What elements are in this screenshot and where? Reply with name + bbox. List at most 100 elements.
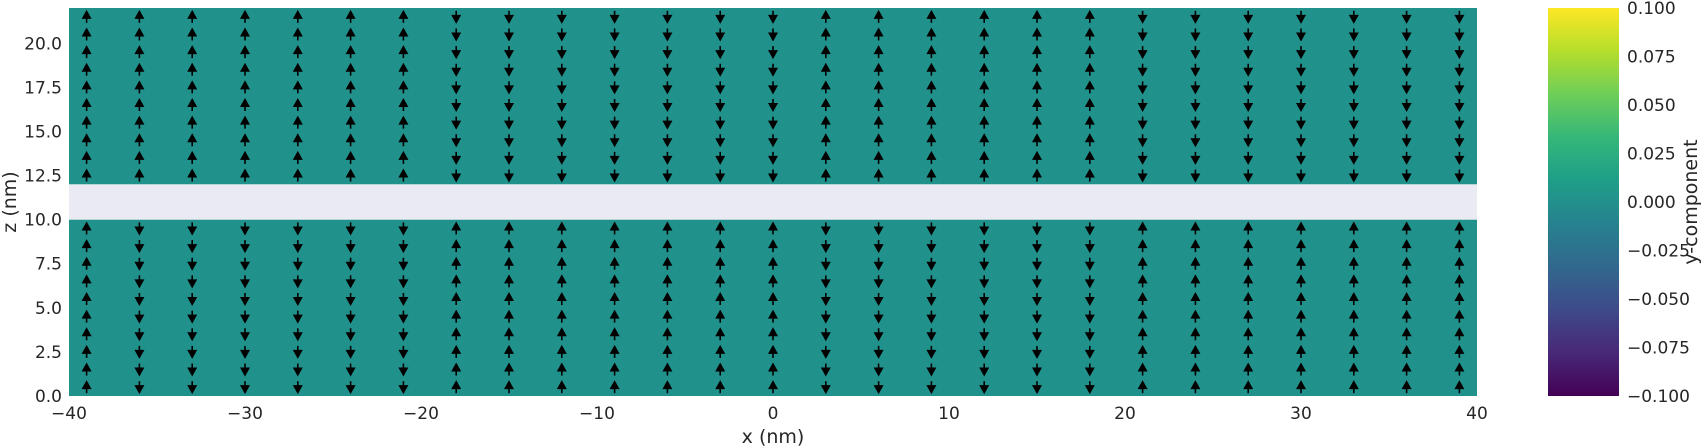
arrow-head (1032, 367, 1042, 377)
arrow-head (292, 168, 303, 178)
arrow-head (715, 138, 726, 148)
arrow (1032, 150, 1042, 164)
arrow-head (81, 115, 92, 125)
arrow-head (1190, 221, 1201, 231)
arrow (134, 310, 145, 324)
arrow-head (292, 244, 303, 254)
arrow (345, 133, 356, 147)
arrow-head (187, 385, 198, 395)
arrow (662, 221, 673, 235)
arrow (1401, 99, 1412, 112)
y-tick-label: 0.0 (35, 387, 62, 407)
arrow-head (81, 327, 92, 337)
arrow (1190, 274, 1201, 288)
arrow (451, 10, 462, 24)
arrow (451, 239, 462, 253)
arrow (820, 222, 831, 236)
arrow (1032, 240, 1042, 254)
arrow (1348, 380, 1359, 394)
arrow (1454, 99, 1465, 112)
arrow-head (187, 150, 198, 160)
arrow (768, 169, 778, 183)
arrow (556, 116, 567, 130)
arrow (1296, 169, 1306, 183)
arrow (1032, 275, 1042, 289)
x-tick-label: 40 (1466, 404, 1488, 424)
arrow (1401, 63, 1412, 77)
arrow-head (926, 9, 937, 19)
arrow (1084, 275, 1095, 289)
arrow (81, 27, 92, 41)
arrow (81, 168, 92, 182)
arrow-head (662, 221, 673, 231)
arrow (768, 63, 778, 77)
arrow (1190, 151, 1201, 165)
arrow-head (345, 244, 356, 254)
arrow (1032, 115, 1042, 129)
arrow (1454, 344, 1465, 358)
arrow-head (820, 150, 831, 160)
arrow (398, 222, 409, 236)
arrow-head (240, 385, 250, 395)
arrow-head (187, 168, 198, 178)
arrow (1401, 380, 1412, 394)
arrow (1032, 345, 1042, 359)
arrow (609, 151, 620, 165)
arrow (81, 274, 92, 288)
arrow-head (926, 367, 937, 377)
arrow (81, 45, 92, 59)
arrow-head (873, 279, 884, 289)
arrow (504, 116, 514, 130)
arrow (1190, 169, 1201, 183)
arrow-head (134, 62, 145, 72)
arrow-head (134, 45, 145, 55)
arrow-head (1137, 32, 1148, 42)
arrow-head (1084, 226, 1095, 236)
arrow (979, 133, 990, 147)
arrow-head (504, 380, 514, 390)
arrow-head (1296, 173, 1306, 183)
arrow-head (240, 367, 250, 377)
arrow-head (1348, 103, 1359, 112)
arrow-head (1296, 292, 1306, 301)
arrow (768, 81, 778, 95)
arrow-head (1032, 80, 1042, 90)
arrow-head (1243, 138, 1254, 148)
arrow (768, 99, 778, 112)
arrow-head (926, 332, 937, 342)
arrow (1190, 362, 1201, 376)
arrow (1084, 62, 1095, 76)
arrow (187, 328, 198, 342)
arrow-head (715, 239, 726, 249)
arrow-head (292, 27, 303, 37)
arrow-head (1454, 362, 1465, 372)
arrow-head (134, 80, 145, 90)
arrow-head (820, 244, 831, 254)
arrow-head (81, 292, 92, 301)
arrow-head (1348, 32, 1359, 42)
arrow (134, 257, 145, 271)
arrow (292, 45, 303, 59)
y-tick-label: 10.0 (24, 211, 62, 231)
arrow-head (240, 349, 250, 359)
arrow (926, 381, 937, 395)
arrow-head (820, 332, 831, 342)
arrow (873, 80, 884, 94)
arrow-head (1454, 103, 1465, 112)
arrow (1032, 310, 1042, 324)
arrow (1190, 327, 1201, 341)
y-tick-label: 5.0 (35, 299, 62, 319)
arrow (1243, 274, 1254, 288)
arrow-head (134, 279, 145, 289)
arrow-head (1084, 349, 1095, 359)
arrow (504, 28, 514, 42)
arrow (1243, 151, 1254, 165)
arrow (556, 309, 567, 323)
arrow (873, 62, 884, 76)
arrow-head (873, 226, 884, 236)
arrow-head (1401, 103, 1412, 112)
arrow (81, 98, 92, 111)
arrow-head (240, 27, 250, 37)
arrow (1137, 28, 1148, 42)
arrow (398, 45, 409, 59)
